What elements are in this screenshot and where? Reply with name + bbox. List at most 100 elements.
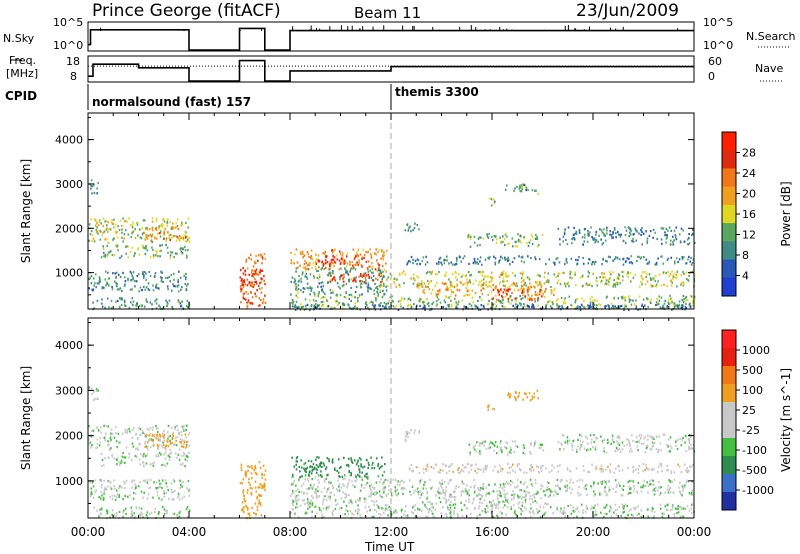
- echo-cell: [532, 304, 534, 307]
- echo-cell: [416, 275, 418, 278]
- echo-cell: [328, 264, 331, 267]
- echo-cell: [253, 512, 255, 515]
- echo-cell: [407, 304, 409, 307]
- echo-cell: [382, 270, 384, 273]
- echo-cell: [480, 468, 482, 471]
- echo-cell: [254, 471, 257, 474]
- echo-cell: [439, 484, 442, 487]
- echo-cell: [520, 241, 522, 244]
- echo-cell: [624, 503, 627, 506]
- echo-cell: [322, 300, 324, 303]
- echo-cell: [311, 466, 314, 469]
- echo-cell: [486, 464, 488, 467]
- echo-cell: [588, 272, 591, 275]
- echo-cell: [305, 306, 307, 310]
- echo-cell: [606, 226, 608, 229]
- echo-cell: [256, 289, 258, 292]
- echo-cell: [497, 515, 499, 518]
- echo-cell: [152, 254, 155, 257]
- echo-cell: [328, 272, 330, 275]
- echo-cell: [370, 287, 372, 291]
- echo-cell: [293, 465, 296, 468]
- echo-cell: [523, 446, 525, 449]
- echo-cell: [382, 488, 384, 491]
- echo-cell: [378, 480, 381, 483]
- echo-cell: [163, 220, 166, 223]
- echo-cell: [149, 256, 152, 259]
- echo-cell: [540, 484, 542, 487]
- echo-cell: [128, 427, 130, 430]
- echo-cell: [559, 479, 562, 482]
- echo-cell: [545, 305, 547, 308]
- echo-cell: [444, 464, 447, 467]
- echo-cell: [101, 464, 103, 467]
- echo-cell: [556, 303, 558, 306]
- echo-cell: [475, 305, 478, 308]
- echo-cell: [660, 296, 663, 299]
- echo-cell: [150, 239, 153, 242]
- echo-cell: [307, 507, 309, 510]
- echo-cell: [244, 273, 247, 276]
- echo-cell: [419, 496, 421, 499]
- echo-cell: [565, 486, 568, 489]
- echo-cell: [394, 491, 397, 494]
- echo-cell: [443, 274, 446, 277]
- echo-cell: [296, 306, 299, 309]
- echo-cell: [534, 478, 537, 481]
- echo-cell: [410, 493, 412, 496]
- echo-cell: [566, 282, 569, 285]
- echo-cell: [387, 492, 389, 495]
- echo-cell: [120, 224, 123, 227]
- echo-cell: [673, 478, 676, 482]
- echo-cell: [156, 435, 159, 438]
- echo-cell: [160, 498, 162, 501]
- echo-cell: [178, 237, 181, 240]
- echo-cell: [604, 306, 607, 309]
- echo-cell: [623, 296, 625, 300]
- echo-cell: [605, 482, 608, 485]
- echo-cell: [505, 498, 507, 502]
- echo-cell: [390, 274, 393, 277]
- echo-cell: [316, 494, 318, 497]
- echo-cell: [114, 280, 116, 283]
- echo-cell: [258, 493, 260, 496]
- echo-cell: [384, 509, 387, 512]
- echo-cell: [443, 282, 445, 285]
- echo-cell: [511, 481, 514, 484]
- echo-cell: [561, 271, 564, 274]
- echo-cell: [163, 429, 165, 432]
- echo-cell: [476, 467, 479, 470]
- echo-cell: [450, 284, 453, 287]
- echo-cell: [419, 304, 421, 308]
- echo-cell: [186, 459, 188, 462]
- echo-cell: [504, 274, 507, 277]
- echo-cell: [406, 223, 409, 226]
- echo-cell: [666, 304, 669, 308]
- echo-cell: [343, 500, 345, 503]
- echo-cell: [628, 231, 631, 234]
- echo-cell: [658, 303, 660, 306]
- echo-cell: [360, 282, 363, 285]
- echo-cell: [102, 247, 105, 250]
- echo-cell: [691, 304, 694, 307]
- echo-cell: [588, 258, 591, 261]
- echo-cell: [127, 428, 129, 431]
- echo-cell: [522, 286, 524, 289]
- echo-cell: [326, 255, 328, 258]
- echo-cell: [92, 485, 95, 488]
- echo-cell: [115, 232, 117, 235]
- echo-cell: [329, 272, 331, 275]
- echo-cell: [549, 506, 552, 509]
- echo-cell: [593, 260, 595, 263]
- echo-cell: [474, 490, 476, 493]
- echo-cell: [445, 274, 447, 277]
- echo-cell: [345, 282, 348, 285]
- echo-cell: [318, 282, 321, 285]
- echo-cell: [479, 271, 482, 274]
- echo-cell: [403, 282, 405, 285]
- echo-cell: [476, 244, 479, 247]
- echo-cell: [570, 303, 572, 306]
- echo-cell: [113, 514, 115, 517]
- echo-cell: [499, 273, 502, 276]
- echo-cell: [598, 491, 601, 494]
